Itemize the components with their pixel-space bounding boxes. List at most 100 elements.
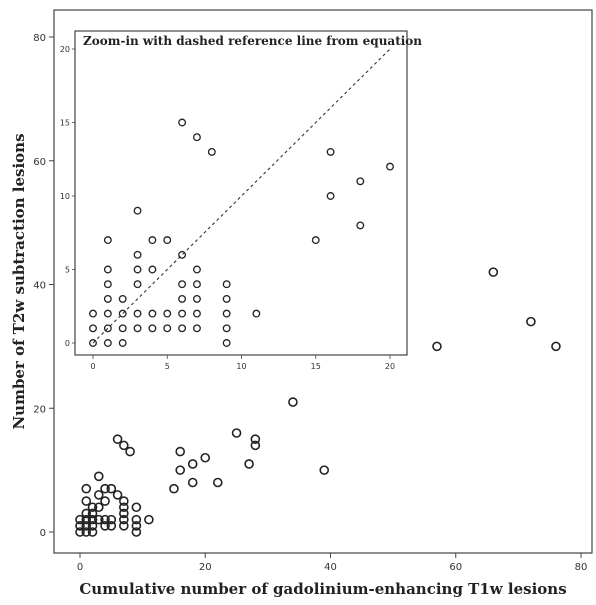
inset-x-tick-label: 10 (236, 362, 246, 371)
data-point (106, 514, 117, 525)
x-axis-title: Cumulative number of gadolinium-enhancin… (79, 580, 566, 598)
inset-x-tick-label: 20 (385, 362, 395, 371)
data-point (100, 483, 110, 494)
inset-data-point (148, 309, 157, 318)
data-point (212, 477, 223, 488)
data-point (119, 514, 129, 525)
main-plot-layer: 0 20 40 60 80 0 20 40 60 80 (33, 33, 587, 573)
data-point (119, 502, 129, 513)
data-point (81, 527, 92, 537)
inset-data-point (118, 324, 127, 333)
y-tick-label: 40 (33, 281, 46, 292)
inset-data-point (192, 294, 201, 303)
inset-x-tick-label: 5 (165, 362, 170, 371)
data-point (131, 514, 142, 525)
y-axis-title: Number of T2w subtraction lesions (10, 133, 28, 429)
data-point (250, 434, 261, 444)
x-tick-label: 20 (199, 562, 212, 573)
inset-data-point (178, 250, 187, 259)
inset-data-point (178, 280, 187, 289)
data-point (488, 267, 499, 277)
inset-data-point (222, 294, 231, 303)
data-point (81, 508, 92, 519)
inset-data-point (133, 280, 142, 289)
inset-data-point (178, 118, 187, 127)
inset-data-point (118, 294, 127, 303)
data-point (75, 514, 85, 525)
inset-plot-layer: 0 5 10 15 20 0 5 10 15 20 (60, 45, 395, 371)
inset-title: Zoom-in with dashed reference line from … (83, 34, 422, 48)
data-point (93, 502, 104, 513)
inset-x-tick-label: 15 (311, 362, 321, 371)
data-point (93, 490, 104, 500)
data-point (81, 483, 92, 494)
data-point (119, 508, 129, 519)
inset-data-point (148, 236, 157, 245)
data-point (106, 521, 117, 531)
data-point (250, 440, 261, 451)
inset-data-point (133, 206, 142, 215)
inset-y-tick-label: 20 (60, 45, 70, 54)
data-point (100, 514, 110, 525)
data-point (131, 527, 142, 537)
inset-y-tick-label: 0 (65, 339, 70, 348)
x-tick-label: 80 (575, 562, 588, 573)
data-point (432, 341, 442, 352)
inset-data-point (89, 309, 97, 318)
inset-data-point (326, 147, 335, 156)
inset-data-point (222, 339, 231, 347)
inset-data-point (222, 309, 231, 318)
data-point (93, 471, 104, 482)
inset-data-point (207, 147, 216, 156)
inset-data-point (356, 177, 365, 186)
data-point (87, 527, 98, 537)
inset-data-point (103, 324, 112, 333)
inset-data-point (148, 324, 157, 333)
data-point (81, 496, 92, 506)
data-point (112, 434, 123, 444)
inset-data-point (103, 339, 112, 347)
inset-data-point (103, 294, 112, 303)
inset-data-point (192, 265, 201, 274)
data-point (144, 514, 154, 525)
x-tick-label: 0 (77, 562, 83, 573)
inset-frame (74, 30, 408, 356)
inset-data-point (89, 324, 97, 333)
data-point (106, 483, 117, 494)
data-point (119, 440, 129, 451)
data-point (526, 316, 536, 327)
inset-data-point (163, 324, 172, 333)
inset-data-point (326, 192, 335, 200)
data-point (81, 521, 92, 531)
inset-data-point (148, 265, 157, 274)
inset-y-tick-label: 5 (65, 266, 70, 275)
x-tick-label: 40 (324, 562, 337, 573)
inset-data-point (103, 280, 112, 289)
inset-data-point (103, 236, 112, 245)
data-point (244, 459, 254, 469)
y-tick-label: 0 (40, 528, 46, 539)
inset-data-point (163, 236, 172, 245)
inset-data-point (178, 309, 187, 318)
data-point (231, 428, 242, 438)
inset-data-point (163, 309, 172, 318)
inset-data-point (118, 309, 127, 318)
inset-data-point (118, 339, 127, 347)
x-tick-label: 60 (449, 562, 462, 573)
data-point (125, 446, 135, 457)
data-point (131, 521, 142, 531)
data-point (93, 514, 104, 525)
data-point (87, 508, 98, 519)
inset-data-point (222, 324, 231, 333)
inset-data-point (89, 339, 97, 347)
data-point (75, 521, 85, 531)
data-point (75, 527, 85, 537)
inset-data-point (178, 294, 187, 303)
inset-data-point (386, 162, 394, 171)
inset-data-point (178, 324, 187, 333)
inset-data-point (252, 309, 261, 318)
data-point (169, 483, 179, 494)
inset-data-point (192, 133, 201, 142)
data-point (131, 502, 142, 513)
